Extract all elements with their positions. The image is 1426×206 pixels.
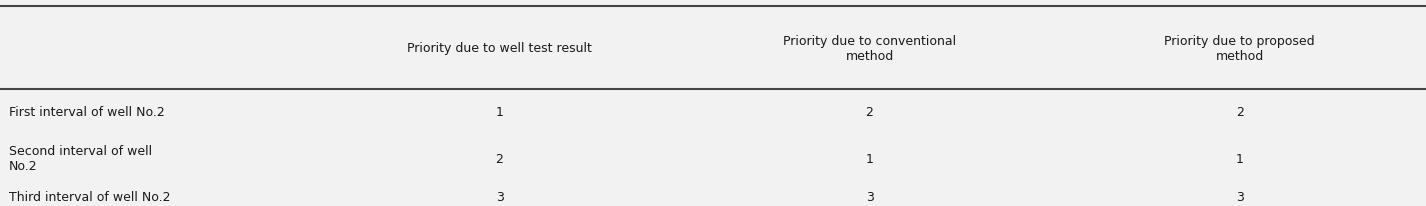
Text: 2: 2 [1236, 106, 1243, 119]
Text: Third interval of well No.2: Third interval of well No.2 [9, 190, 170, 203]
Text: 2: 2 [866, 106, 874, 119]
Text: Second interval of well
No.2: Second interval of well No.2 [9, 145, 151, 172]
Text: Priority due to conventional
method: Priority due to conventional method [783, 35, 955, 63]
Text: Priority due to proposed
method: Priority due to proposed method [1164, 35, 1315, 63]
Text: 3: 3 [866, 190, 874, 203]
Text: 2: 2 [496, 152, 503, 165]
Text: 1: 1 [496, 106, 503, 119]
Text: First interval of well No.2: First interval of well No.2 [9, 106, 164, 119]
Text: 3: 3 [1236, 190, 1243, 203]
Text: 3: 3 [496, 190, 503, 203]
Text: 1: 1 [1236, 152, 1243, 165]
Text: Priority due to well test result: Priority due to well test result [406, 42, 592, 55]
Text: 1: 1 [866, 152, 874, 165]
